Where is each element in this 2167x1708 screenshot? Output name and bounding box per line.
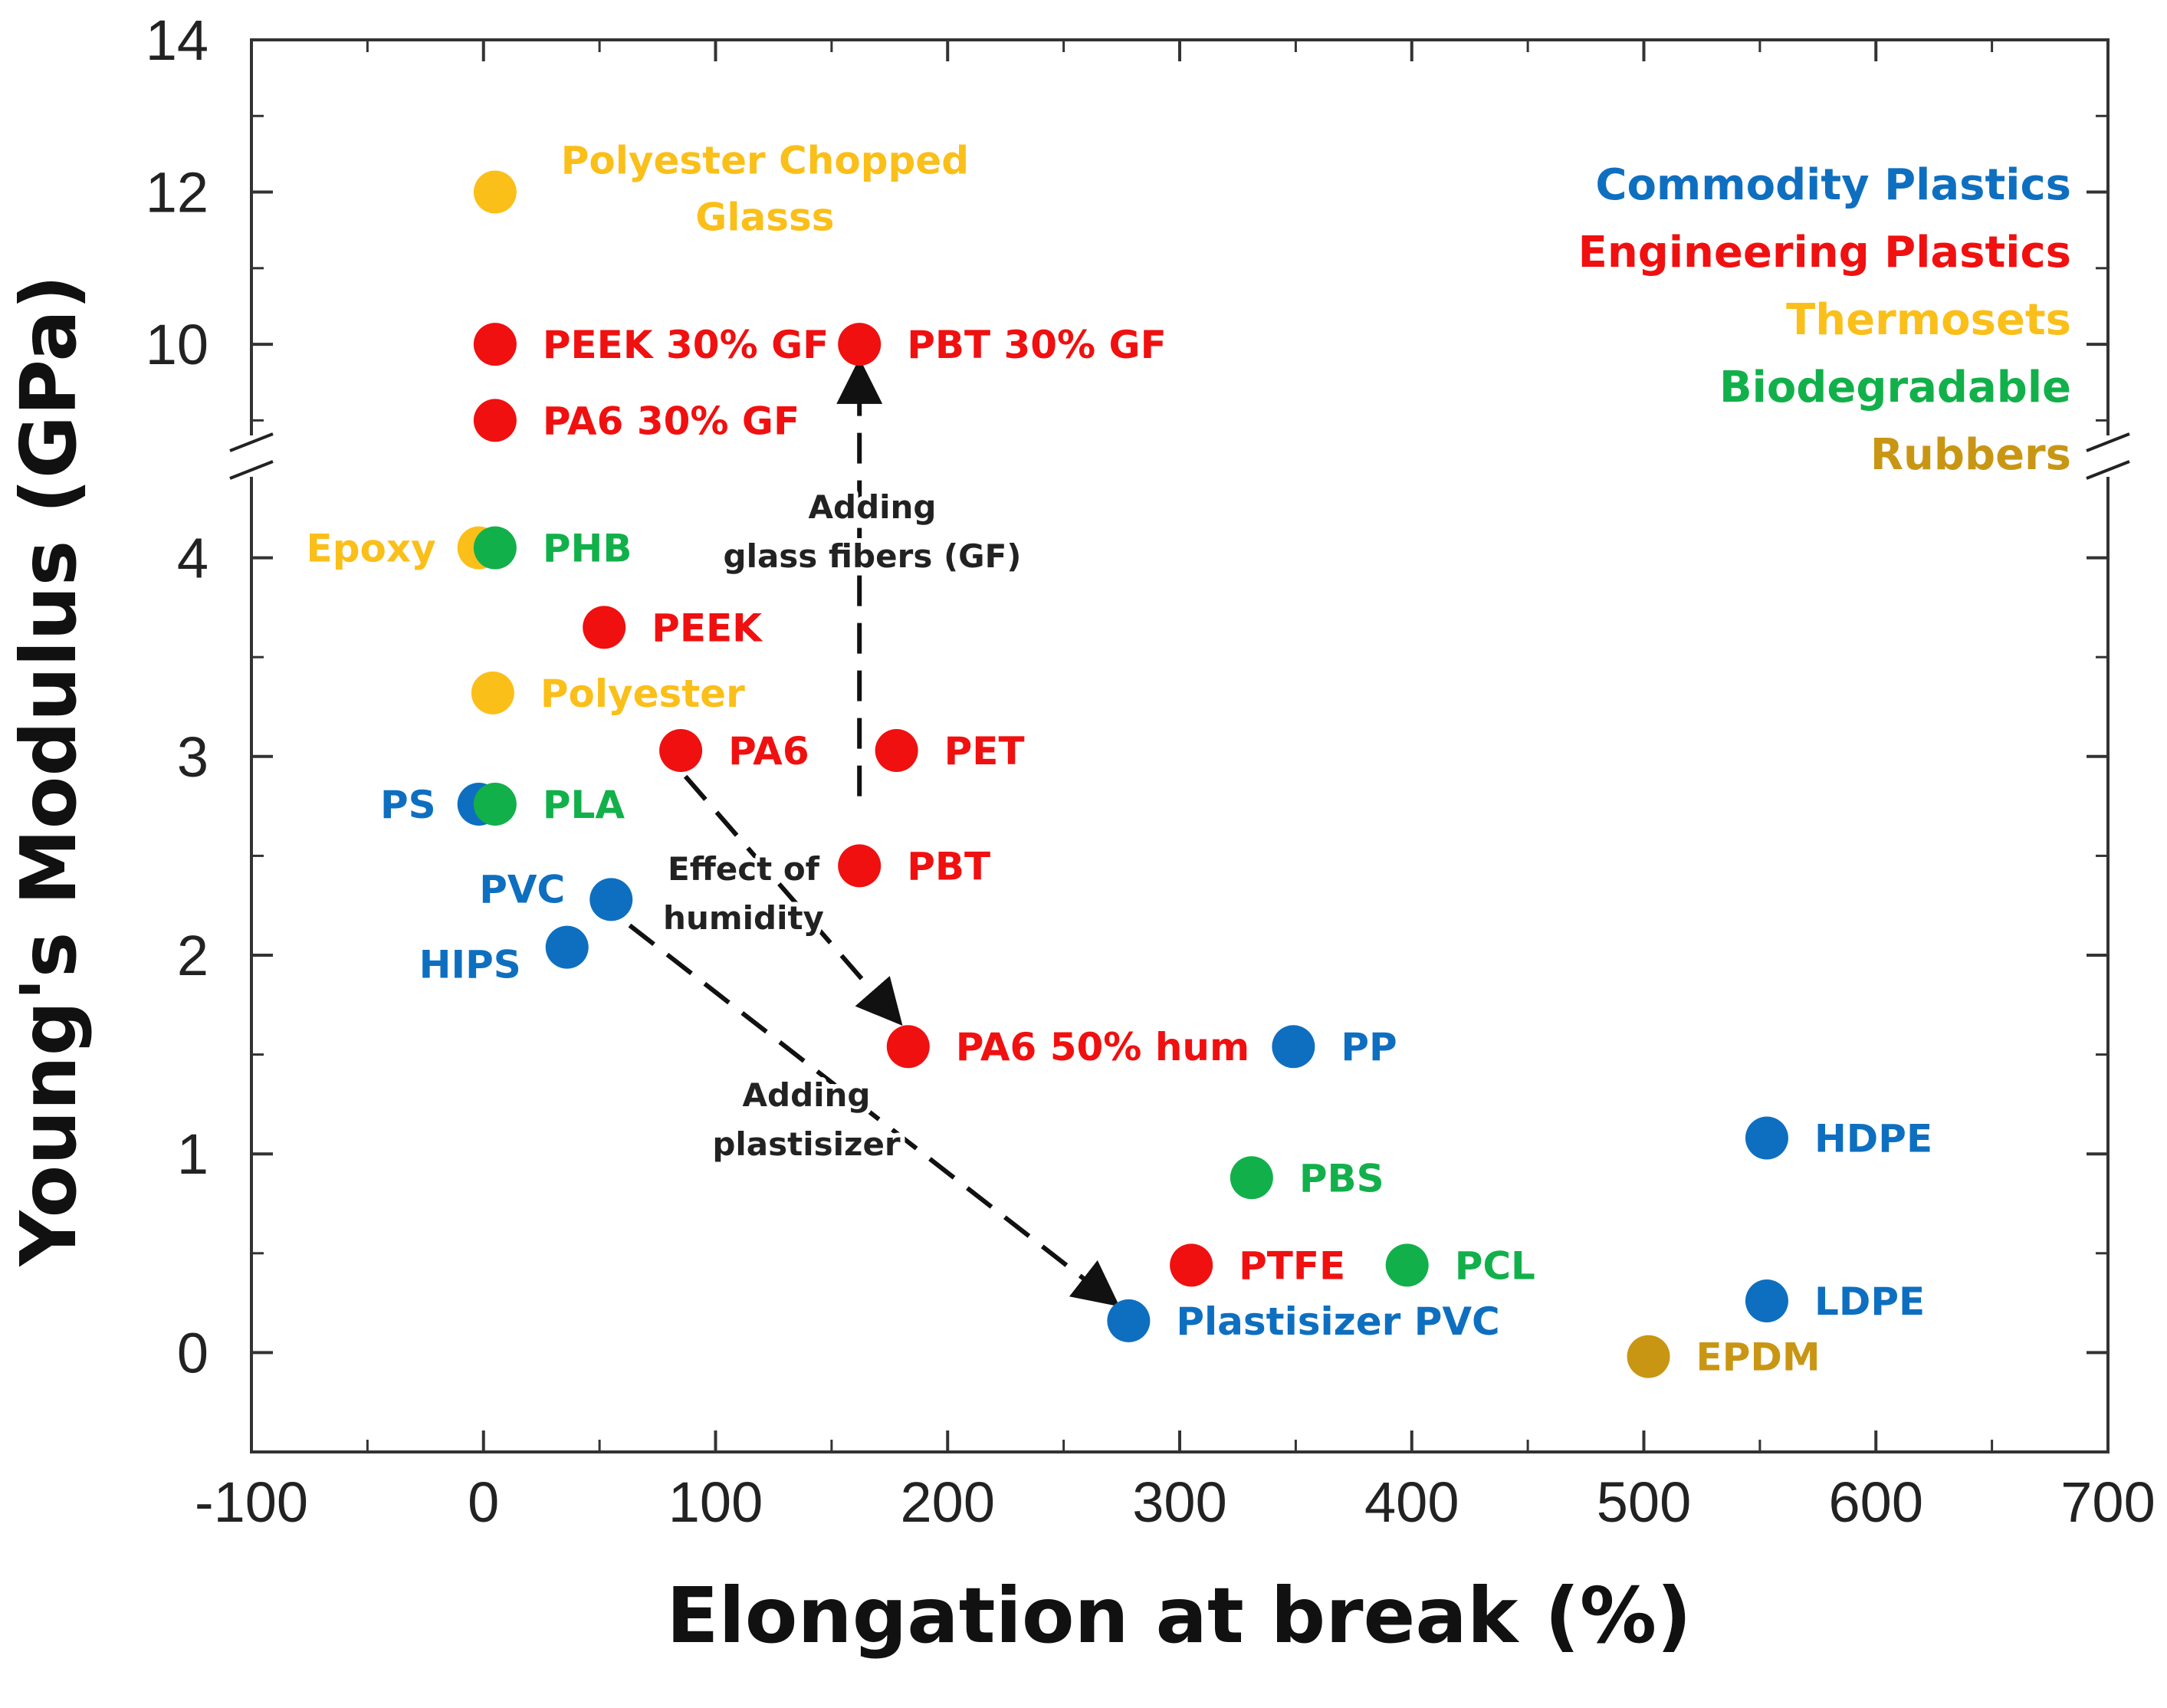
data-point xyxy=(1170,1243,1213,1287)
annotation-text: glass fibers (GF) xyxy=(724,537,1022,575)
annotation-halo: humidity xyxy=(663,899,824,937)
data-point xyxy=(473,526,517,570)
data-point xyxy=(838,844,882,888)
legend-entry: Biodegradable xyxy=(1719,363,2071,412)
annotation-halo: glass fibers (GF) xyxy=(724,537,1022,575)
point-label: EPDM xyxy=(1696,1335,1821,1380)
data-point xyxy=(1272,1025,1315,1069)
legend-entry: Rubbers xyxy=(1870,430,2071,480)
point-label: PBT 30% GF xyxy=(907,323,1167,367)
axis-break-right xyxy=(2086,432,2130,480)
point-label: Plastisizer PVC xyxy=(1176,1299,1499,1344)
legend-entry: Engineering Plastics xyxy=(1578,228,2071,278)
point-label: PEEK xyxy=(652,606,763,650)
x-tick-label: 300 xyxy=(1132,1470,1226,1534)
annotation-halo: Adding xyxy=(809,488,937,526)
x-tick-label: 0 xyxy=(468,1470,499,1534)
data-point xyxy=(471,671,514,714)
annotation-arrow xyxy=(683,774,903,1026)
x-axis-title: Elongation at break (%) xyxy=(666,1571,1692,1660)
x-tick-label: 500 xyxy=(1597,1470,1691,1534)
data-point xyxy=(1745,1116,1788,1160)
x-tick-label: 200 xyxy=(901,1470,995,1534)
y-tick-label: 10 xyxy=(146,313,208,376)
point-label: PS xyxy=(380,783,436,827)
y-tick-label: 4 xyxy=(177,527,208,590)
data-point xyxy=(886,1025,930,1069)
point-label: PEEK 30% GF xyxy=(543,323,829,367)
x-tick-label: 700 xyxy=(2060,1470,2155,1534)
data-point xyxy=(473,170,517,214)
y-tick-label: 2 xyxy=(177,924,208,987)
point-label: PA6 30% GF xyxy=(543,399,799,443)
annotation-halo: Adding xyxy=(743,1076,871,1114)
point-label: Polyester xyxy=(540,672,745,716)
data-point xyxy=(838,323,882,366)
x-tick-label: -100 xyxy=(195,1470,308,1534)
point-label: Glasss xyxy=(695,195,834,240)
legend-entry: Commodity Plastics xyxy=(1595,160,2071,210)
data-point xyxy=(473,399,517,442)
point-label: HIPS xyxy=(419,943,521,987)
point-label: PVC xyxy=(479,867,565,911)
point-label: Epoxy xyxy=(307,527,436,571)
data-point xyxy=(473,783,517,826)
point-label: HDPE xyxy=(1814,1116,1932,1161)
point-label: Polyester Chopped xyxy=(561,139,969,183)
data-point xyxy=(589,878,633,921)
legend: Commodity Plastics Engineering Plastics Th… xyxy=(1578,160,2071,480)
data-point xyxy=(1230,1156,1273,1200)
y-tick-label: 3 xyxy=(177,725,208,789)
data-point xyxy=(473,323,517,366)
point-label: PP xyxy=(1341,1025,1397,1069)
data-point xyxy=(1107,1299,1151,1342)
annotation-text: humidity xyxy=(663,899,824,937)
annotation-text: Effect of xyxy=(668,850,820,888)
y-tick-label: 14 xyxy=(146,8,208,72)
point-label: PA6 50% hum xyxy=(956,1025,1249,1069)
x-tick-label: 400 xyxy=(1364,1470,1459,1534)
point-label: PCL xyxy=(1455,1243,1535,1288)
point-label: PLA xyxy=(543,783,625,827)
annotation-arrow xyxy=(628,923,1120,1307)
data-point xyxy=(1627,1335,1670,1378)
data-point xyxy=(545,925,589,969)
annotation-text: Adding xyxy=(743,1076,871,1114)
data-points: Polyester Chopped Glasss PEEK 30% GF PBT 30… xyxy=(307,139,1933,1380)
y-axis-title: Young's Modulus (GPa) xyxy=(4,274,94,1266)
data-point xyxy=(875,729,918,773)
axis-ticks xyxy=(250,38,2110,1453)
point-label: PA6 xyxy=(728,729,809,774)
annotation-text: Adding xyxy=(809,488,937,526)
y-tick-label: 0 xyxy=(177,1321,208,1384)
x-tick-label: 100 xyxy=(668,1470,763,1534)
point-label: PTFE xyxy=(1239,1243,1345,1288)
legend-entry: Thermosets xyxy=(1786,295,2071,345)
annotation-text: plastisizer xyxy=(712,1125,901,1163)
data-point xyxy=(1745,1279,1788,1323)
point-label: LDPE xyxy=(1814,1279,1925,1324)
y-tick-label: 1 xyxy=(177,1122,208,1186)
point-label: PBT xyxy=(907,844,990,888)
x-tick-label: 600 xyxy=(1829,1470,1923,1534)
data-point xyxy=(1385,1243,1429,1287)
axis-break-left xyxy=(229,432,274,480)
data-point xyxy=(659,729,703,773)
point-label: PET xyxy=(944,729,1025,774)
point-label: PBS xyxy=(1299,1156,1384,1201)
data-point xyxy=(583,606,626,649)
annotation-halo: Effect of xyxy=(668,850,820,888)
annotation-halo: plastisizer xyxy=(712,1125,901,1163)
y-tick-label: 12 xyxy=(146,161,208,225)
point-label: PHB xyxy=(543,527,632,571)
